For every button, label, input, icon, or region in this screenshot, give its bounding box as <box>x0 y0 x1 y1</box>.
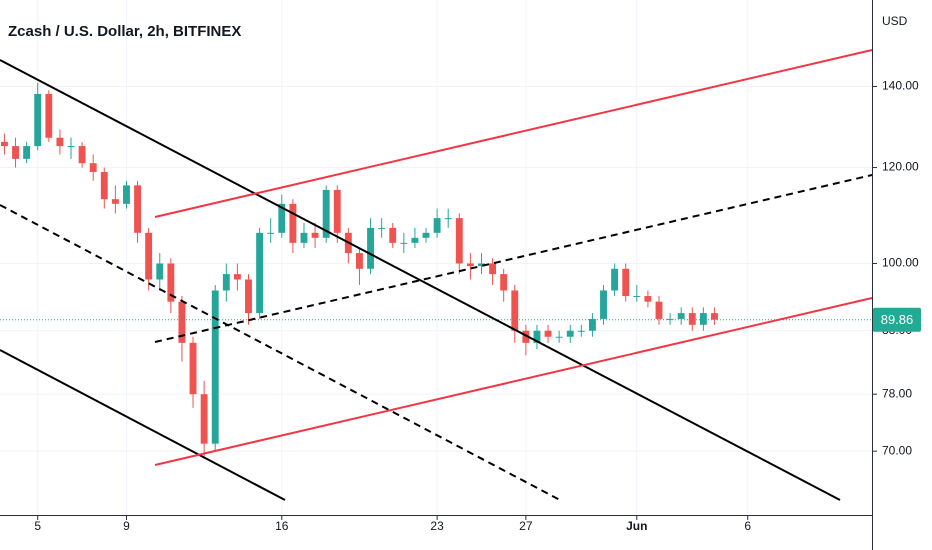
candle-body <box>245 279 252 314</box>
candle-body <box>134 185 142 233</box>
candle-body <box>256 232 264 314</box>
candle-body <box>622 268 630 297</box>
candle-body <box>278 203 286 233</box>
candle-body <box>566 330 574 337</box>
candle-body <box>333 189 341 233</box>
x-tick-label: 9 <box>123 519 130 533</box>
y-tick-label: 70.00 <box>882 443 912 457</box>
candle-body <box>145 232 153 280</box>
axes: 70.0078.0088.00100.00120.00140.005916232… <box>34 79 921 533</box>
x-tick-label: 5 <box>34 519 41 533</box>
candle-body <box>666 318 674 320</box>
candle-body <box>577 330 585 332</box>
candle-body <box>200 394 208 444</box>
candle-body <box>289 203 297 243</box>
candle-body <box>267 232 275 234</box>
candle-body <box>0 141 8 147</box>
candle-body <box>411 237 419 243</box>
x-tick-label: Jun <box>626 519 647 533</box>
trend-lines <box>0 49 873 501</box>
candle-body <box>12 146 19 159</box>
candle-body <box>222 274 230 291</box>
candle-body <box>300 232 308 243</box>
candle-body <box>511 290 519 331</box>
candle-body <box>178 301 186 343</box>
trend-line <box>154 49 873 218</box>
candle-body <box>378 227 386 229</box>
price-axis-bg <box>873 0 932 550</box>
candle-body <box>433 218 441 233</box>
candle-body <box>478 263 485 267</box>
chart-title: Zcash / U.S. Dollar, 2h, BITFINEX <box>8 23 241 40</box>
candle-body <box>389 227 397 243</box>
candle-body <box>711 313 718 320</box>
candle-body <box>89 163 97 172</box>
candle-body <box>67 146 75 148</box>
candle-body <box>588 318 596 331</box>
last-price-label: 89.86 <box>881 312 914 327</box>
candles <box>0 82 872 459</box>
candle-body <box>34 94 42 147</box>
time-axis-bg <box>0 516 932 550</box>
candle-body <box>444 218 452 220</box>
candle-body <box>677 313 685 319</box>
candle-body <box>23 146 31 159</box>
candle-body <box>111 199 119 204</box>
candle-body <box>422 232 430 238</box>
candle-body <box>555 336 563 338</box>
candle-body <box>356 253 363 269</box>
candle-body <box>56 137 64 147</box>
candle-body <box>522 330 530 343</box>
candle-body <box>156 263 164 280</box>
candle-body <box>311 232 319 238</box>
candle-body <box>45 94 53 138</box>
candle-body <box>611 268 619 291</box>
currency-label: USD <box>882 14 908 28</box>
candle-body <box>544 330 552 337</box>
trend-line <box>0 204 561 501</box>
candle-body <box>322 189 330 238</box>
candle-body <box>699 313 707 325</box>
trend-line <box>0 59 841 501</box>
candle-body <box>455 218 463 264</box>
candle-body <box>466 263 474 267</box>
candle-body <box>78 146 86 164</box>
candle-body <box>211 290 219 444</box>
trend-line <box>154 297 873 466</box>
candle-body <box>644 296 652 302</box>
x-tick-label: 16 <box>275 519 289 533</box>
candle-body <box>167 263 175 302</box>
x-tick-label: 27 <box>519 519 533 533</box>
candle-body <box>533 330 541 343</box>
candle-body <box>367 227 374 269</box>
y-tick-label: 78.00 <box>882 386 912 400</box>
y-tick-label: 100.00 <box>882 256 919 270</box>
y-tick-label: 140.00 <box>882 79 919 93</box>
y-tick-label: 120.00 <box>882 160 919 174</box>
trend-line <box>154 174 873 343</box>
candle-body <box>189 342 197 395</box>
candle-body <box>233 274 241 280</box>
x-tick-label: 23 <box>430 519 444 533</box>
candle-body <box>688 313 696 325</box>
x-tick-label: 6 <box>744 519 751 533</box>
trend-line <box>0 349 286 501</box>
candle-body <box>600 290 607 319</box>
candle-body <box>100 171 108 200</box>
candle-body <box>633 296 641 298</box>
candle-body <box>489 263 497 275</box>
candle-body <box>655 301 663 319</box>
candle-body <box>400 242 408 244</box>
last-price-box <box>873 307 921 332</box>
candle-body <box>500 274 508 291</box>
grid <box>0 0 872 515</box>
candle-body <box>123 185 130 204</box>
